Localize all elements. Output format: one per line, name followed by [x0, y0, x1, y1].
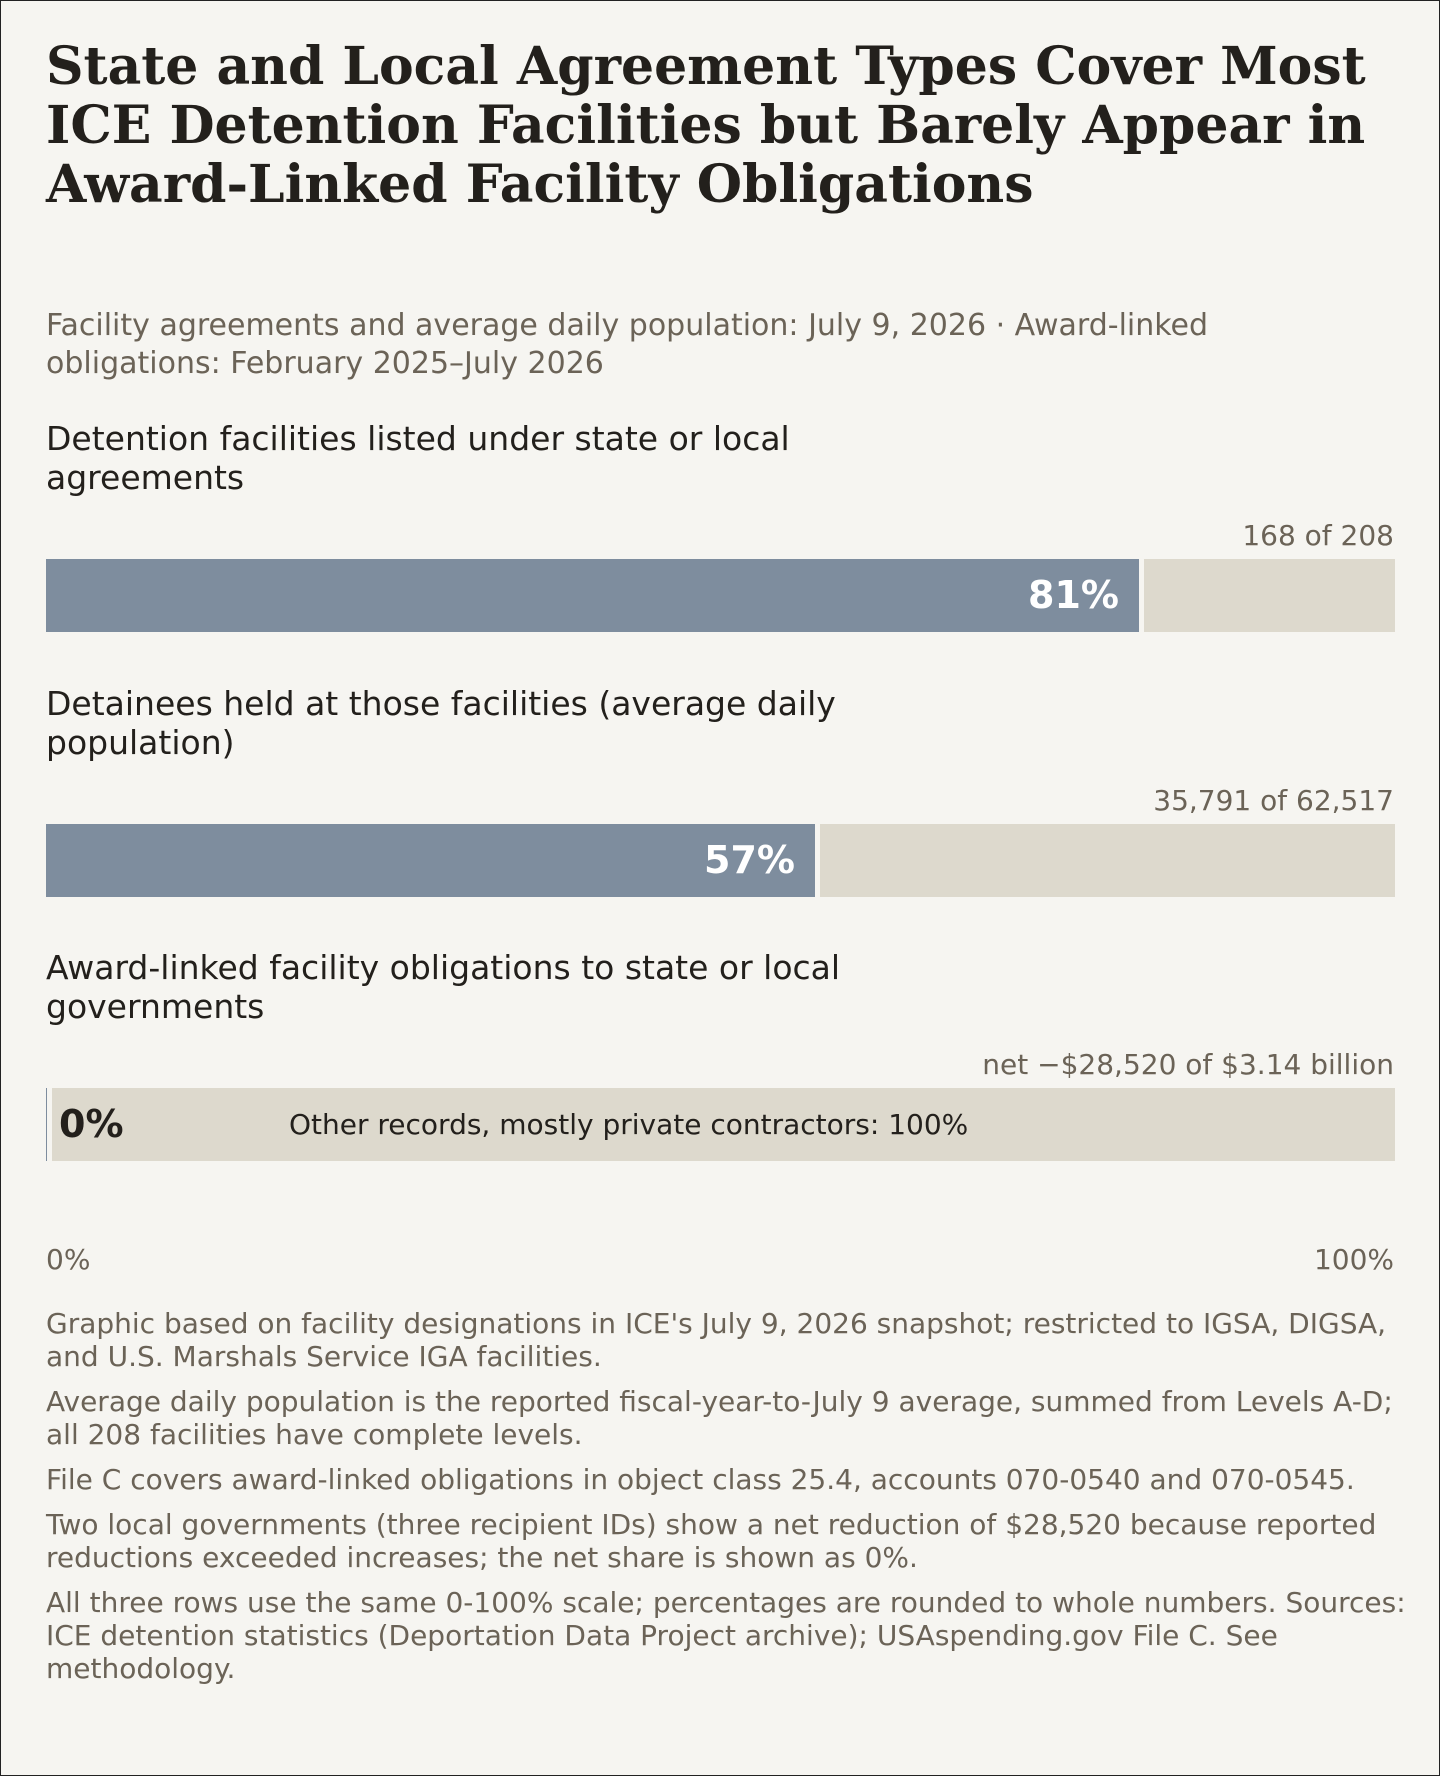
bar-value-label-detainees: 57%	[704, 838, 795, 882]
row-count-obligations: net −$28,520 of $3.14 billion	[982, 1048, 1394, 1081]
bar-fill-obligations	[46, 1088, 52, 1161]
row-label-facilities: Detention facilities listed under state …	[46, 419, 790, 497]
chart-subtitle: Facility agreements and average daily po…	[46, 308, 1209, 381]
bar-fill-facilities	[46, 559, 1144, 632]
bar-track-detainees: 57%	[46, 824, 1395, 897]
footnote: File C covers award-linked obligations i…	[46, 1463, 1355, 1496]
bar-value-label-obligations: 0%	[59, 1102, 124, 1146]
row-label-detainees: Detainees held at those facilities (aver…	[46, 684, 836, 762]
bar-value-label-facilities: 81%	[1028, 573, 1119, 617]
footnote: Two local governments (three recipient I…	[46, 1508, 1377, 1574]
bar-track-facilities: 81%	[46, 559, 1395, 632]
bar-fill-detainees	[46, 824, 820, 897]
row-label-obligations: Award-linked facility obligations to sta…	[46, 948, 841, 1026]
row-count-detainees: 35,791 of 62,517	[1153, 784, 1394, 817]
bar-other-label-obligations: Other records, mostly private contractor…	[289, 1108, 969, 1141]
chart-title: State and Local Agreement Types Cover Mo…	[46, 36, 1366, 215]
footnote: All three rows use the same 0-100% scale…	[46, 1586, 1406, 1685]
row-count-facilities: 168 of 208	[1242, 519, 1394, 552]
footnote: Graphic based on facility designations i…	[46, 1307, 1387, 1373]
bar-track-obligations: 0% Other records, mostly private contrac…	[46, 1088, 1395, 1161]
axis-min-label: 0%	[46, 1243, 91, 1276]
footnote: Average daily population is the reported…	[46, 1385, 1393, 1451]
footnotes: Graphic based on facility designations i…	[46, 1307, 1416, 1697]
axis-max-label: 100%	[1313, 1243, 1394, 1276]
